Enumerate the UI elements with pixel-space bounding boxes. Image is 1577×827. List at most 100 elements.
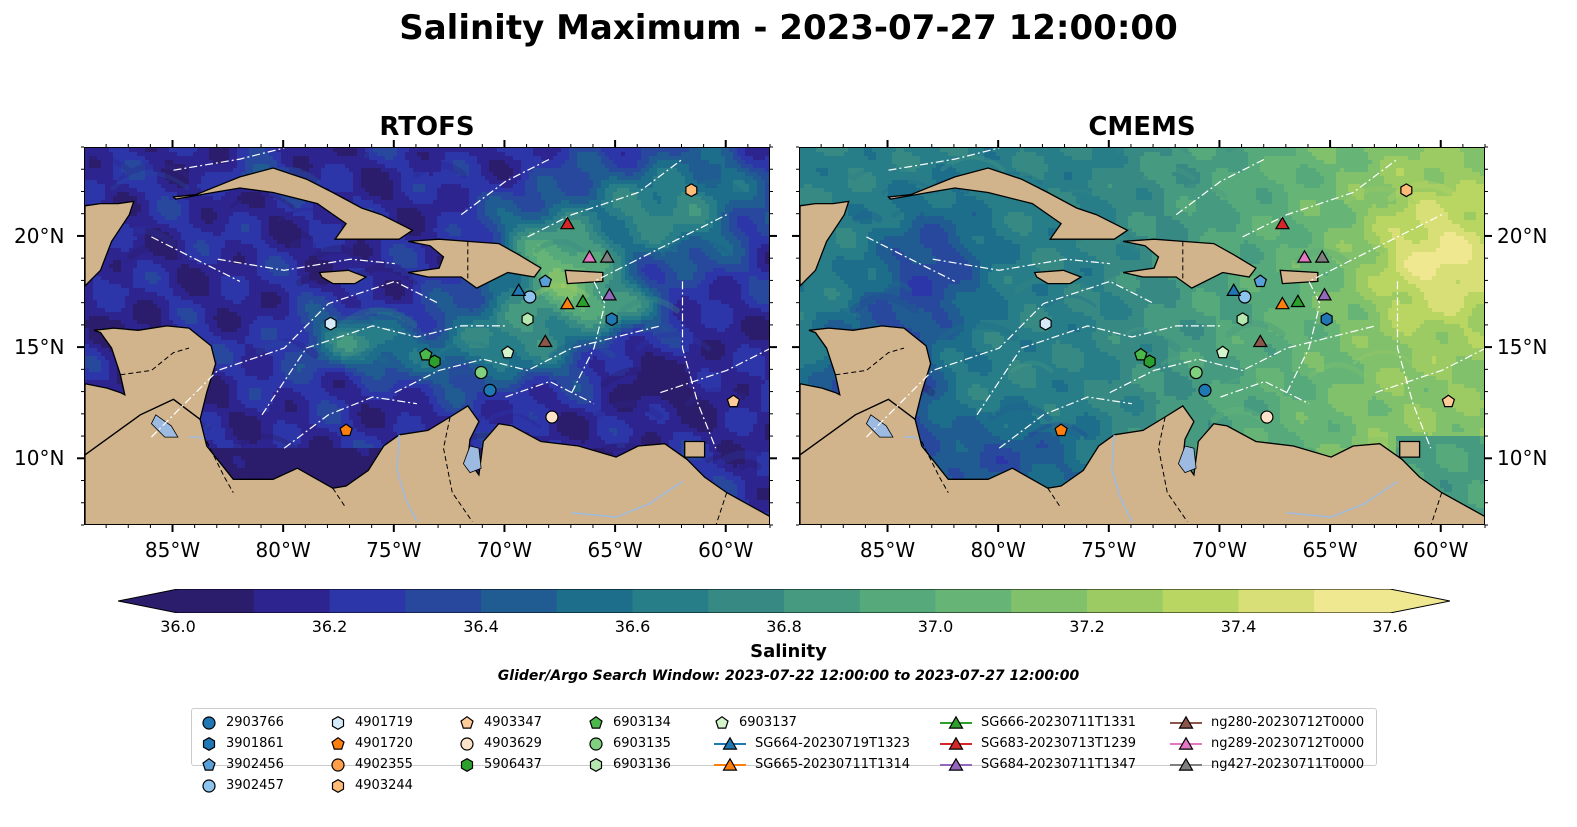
legend-triangle-icon <box>714 736 746 750</box>
legend-marker <box>460 757 474 772</box>
nicaragua-lake <box>865 414 894 438</box>
legend-marker <box>948 715 964 729</box>
country-border <box>835 347 905 376</box>
lon-tick-label: 60°W <box>698 538 753 562</box>
colorbar-segment <box>1011 589 1088 613</box>
marker-4903347 <box>1441 394 1456 408</box>
legend-item: 6903135 <box>587 733 671 754</box>
legend-label: 4903629 <box>484 736 542 751</box>
eez-line <box>998 396 1132 449</box>
colorbar-extend-min <box>118 589 178 613</box>
legend-pentagon-icon <box>460 715 474 729</box>
legend-marker <box>715 715 729 729</box>
marker-sg666-20230711t1331 <box>1290 294 1306 308</box>
legend-column: 6903137 SG664-20230719T1323 SG665-20230711… <box>713 712 910 775</box>
legend-label: 6903137 <box>739 715 797 730</box>
river <box>1286 480 1398 518</box>
platform-legend: 2903766 3901861 3902456 3902457 4901719 49017… <box>191 708 1377 793</box>
legend-label: SG684-20230711T1347 <box>981 757 1136 772</box>
central-america-land <box>85 325 217 456</box>
colorbar-tick-label: 36.0 <box>160 617 196 636</box>
river <box>189 436 203 440</box>
legend-label: 6903135 <box>613 736 671 751</box>
colorbar-segment <box>556 589 633 613</box>
country-border <box>120 347 190 376</box>
legend-hexagon-icon <box>202 736 216 751</box>
eez-line <box>976 325 1221 416</box>
country-border <box>1430 492 1443 524</box>
lat-tick-label: 15°N <box>1497 335 1547 359</box>
legend-label: 5906437 <box>484 757 542 772</box>
lon-tick-label: 80°W <box>971 538 1026 562</box>
trinidad-land <box>684 440 706 458</box>
legend-label: ng289-20230712T0000 <box>1211 736 1364 751</box>
eez-line <box>151 236 241 282</box>
legend-label: 4903347 <box>484 715 542 730</box>
legend-label: SG665-20230711T1314 <box>755 757 910 772</box>
marker-4903347 <box>726 394 741 408</box>
colorbar-label: Salinity <box>0 641 1577 662</box>
legend-hexagon-icon <box>331 715 345 730</box>
figure-title: Salinity Maximum - 2023-07-27 12:00:00 <box>0 8 1577 48</box>
search-window-text: Glider/Argo Search Window: 2023-07-22 12… <box>0 668 1577 684</box>
marker-sg683-20230713t1239 <box>559 216 575 230</box>
legend-triangle-icon <box>940 736 972 750</box>
marker-6903137 <box>1215 345 1230 359</box>
colorbar-segment <box>708 589 785 613</box>
marker-sg684-20230711t1347 <box>1316 287 1333 301</box>
yucatan-land <box>800 200 850 287</box>
marker-sg664-20230719t1323 <box>511 283 527 296</box>
legend-item: 4903244 <box>329 775 413 796</box>
colorbar-tick-label: 36.8 <box>766 617 802 636</box>
legend-hexagon-icon <box>589 757 603 772</box>
colorbar-tick-label: 36.6 <box>615 617 651 636</box>
marker-sg665-20230711t1314 <box>559 296 575 310</box>
legend-label: 4903244 <box>355 778 413 793</box>
legend-label: 6903134 <box>613 715 671 730</box>
lon-tick-label: 70°W <box>1192 538 1247 562</box>
observation-markers <box>1039 183 1456 437</box>
legend-circle-icon <box>202 715 216 730</box>
legend-column: 4901719 4901720 4902355 4903244 <box>329 712 413 796</box>
eez-line <box>527 158 683 238</box>
colorbar-segment <box>1162 589 1239 613</box>
legend-marker <box>1178 736 1194 750</box>
trinidad-land <box>1399 440 1421 458</box>
marker-4901719 <box>1039 316 1052 331</box>
river <box>1111 434 1133 522</box>
legend-marker <box>460 736 474 751</box>
colorbar-segment <box>1314 589 1391 613</box>
lon-tick-label: 75°W <box>1081 538 1136 562</box>
legend-item: 6903136 <box>587 754 671 775</box>
legend-item: 3902456 <box>200 754 284 775</box>
legend-marker <box>202 757 216 771</box>
colorbar-segment <box>1238 589 1315 613</box>
jamaica-land <box>318 269 368 285</box>
maracaibo-lake <box>462 445 482 474</box>
legend-column: SG666-20230711T1331 SG683-20230713T1239 SG… <box>939 712 1136 775</box>
marker-6903135 <box>1189 365 1203 380</box>
legend-hexagon-icon <box>331 778 345 793</box>
legend-item: 4901719 <box>329 712 413 733</box>
legend-marker <box>1178 757 1194 771</box>
legend-item: 6903134 <box>587 712 671 733</box>
country-border <box>715 492 728 524</box>
legend-circle-icon <box>331 757 345 772</box>
lat-tick-label: 20°N <box>1497 224 1547 248</box>
legend-item: SG683-20230713T1239 <box>939 733 1136 754</box>
legend-circle-icon <box>202 778 216 793</box>
legend-triangle-icon <box>1170 757 1202 771</box>
marker-ng289-20230712t0000 <box>581 249 598 263</box>
eez-line <box>932 258 1110 271</box>
colorbar-segment <box>329 589 406 613</box>
legend-column: 6903134 6903135 6903136 <box>587 712 671 775</box>
observation-markers <box>324 183 741 437</box>
legend-triangle-icon <box>1170 736 1202 750</box>
marker-4901720 <box>1054 423 1068 437</box>
legend-triangle-icon <box>1170 715 1202 729</box>
legend-pentagon-icon <box>715 715 729 729</box>
legend-label: 6903136 <box>613 757 671 772</box>
legend-item: 2903766 <box>200 712 284 733</box>
legend-marker <box>202 736 216 751</box>
colorbar-tick-label: 36.4 <box>463 617 499 636</box>
